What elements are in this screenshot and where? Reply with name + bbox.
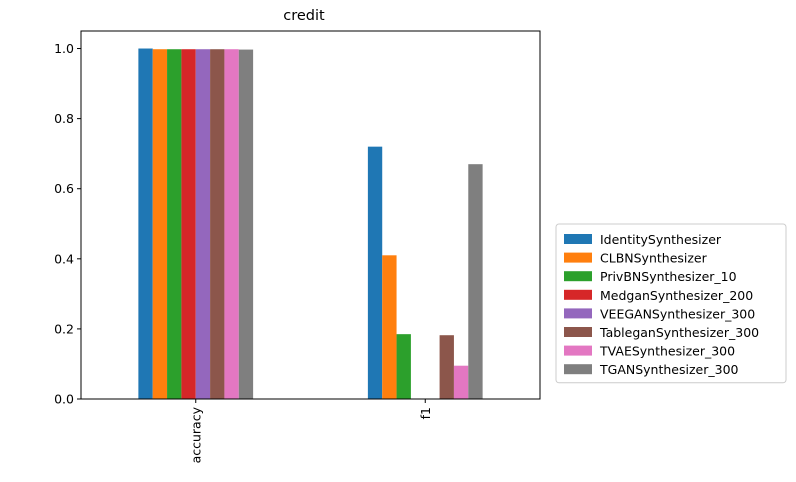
legend-swatch — [564, 289, 592, 300]
bar-TableganSynthesizer_300-accuracy — [210, 49, 225, 399]
bar-MedganSynthesizer_200-accuracy — [181, 49, 196, 399]
legend-entry: VEEGANSynthesizer_300 — [600, 306, 755, 321]
bar-CLBNSynthesizer-accuracy — [152, 49, 168, 399]
bar-PrivBNSynthesizer_10-accuracy — [167, 49, 182, 399]
bar-CLBNSynthesizer-f1 — [382, 255, 397, 399]
legend-entry: TVAESynthesizer_300 — [599, 344, 735, 359]
plot-frame — [80, 30, 541, 400]
bar-TGANSynthesizer_300-f1 — [468, 164, 483, 399]
x-tick-label: accuracy — [188, 406, 203, 463]
bar-TVAESynthesizer_300-f1 — [453, 365, 469, 399]
bar-TableganSynthesizer_300-f1 — [439, 335, 454, 399]
y-tick-label: 0.8 — [54, 111, 74, 126]
legend-entry: PrivBNSynthesizer_10 — [600, 269, 737, 284]
legend-swatch — [564, 345, 592, 356]
legend-swatch — [564, 308, 592, 319]
legend-box — [555, 223, 787, 384]
legend-entry: IdentitySynthesizer — [600, 232, 722, 247]
legend-entry: MedganSynthesizer_200 — [600, 288, 753, 303]
x-tick-label: f1 — [418, 407, 433, 419]
bar-VEEGANSynthesizer_300-accuracy — [195, 49, 211, 399]
y-tick-label: 0.0 — [54, 392, 74, 407]
legend-swatch — [564, 327, 592, 337]
bar-TGANSynthesizer_300-accuracy — [238, 49, 254, 399]
bar-TVAESynthesizer_300-accuracy — [224, 49, 239, 399]
legend-entry: TGANSynthesizer_300 — [599, 362, 739, 377]
bar-PrivBNSynthesizer_10-f1 — [396, 334, 411, 399]
legend-entry: TableganSynthesizer_300 — [599, 325, 759, 340]
y-tick-label: 0.4 — [54, 251, 74, 266]
legend: IdentitySynthesizer CLBNSynthesizer PrivBN… — [555, 223, 787, 384]
chart-title: credit — [283, 8, 325, 24]
legend-entry: CLBNSynthesizer — [600, 251, 708, 266]
x-axis: accuracy f1 — [188, 399, 433, 463]
legend-swatch — [564, 252, 592, 263]
y-tick-label: 1.0 — [54, 41, 74, 56]
y-axis: 0.0 0.2 0.4 0.6 0.8 1.0 — [54, 41, 81, 407]
legend-swatch — [564, 271, 592, 282]
y-tick-label: 0.2 — [54, 321, 74, 336]
bars-group — [138, 48, 483, 400]
y-tick-label: 0.6 — [54, 181, 74, 196]
legend-swatch — [564, 234, 592, 244]
bar-IdentitySynthesizer-accuracy — [138, 48, 153, 400]
bar-IdentitySynthesizer-f1 — [367, 146, 383, 399]
legend-swatch — [564, 364, 592, 375]
